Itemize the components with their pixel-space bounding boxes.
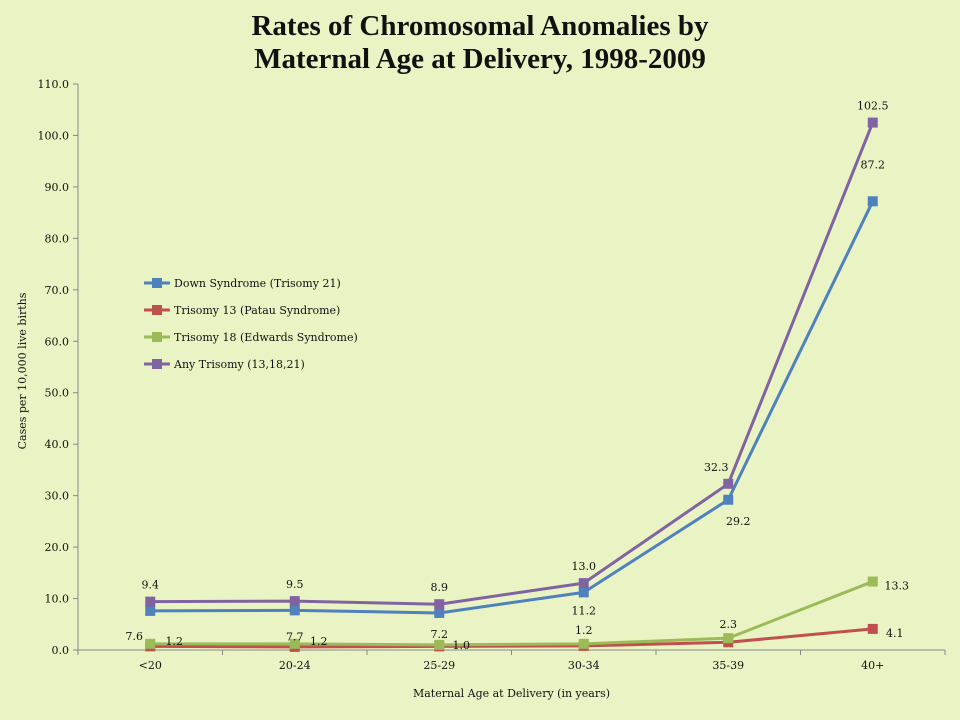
series-1 [145, 623, 878, 652]
y-tick-label: 0.0 [52, 644, 70, 657]
legend-item: Trisomy 13 (Patau Syndrome) [144, 304, 340, 317]
series-line [150, 580, 874, 647]
series-lines [145, 117, 878, 652]
legend-item: Down Syndrome (Trisomy 21) [144, 277, 341, 290]
data-label: 87.2 [861, 158, 886, 171]
data-label: 32.3 [704, 461, 729, 474]
data-point [578, 578, 589, 589]
series-line [150, 200, 875, 615]
data-point [723, 633, 734, 644]
data-point [434, 607, 445, 618]
data-label: 7.7 [286, 630, 304, 643]
y-tick-label: 30.0 [45, 490, 70, 503]
data-label: 9.4 [142, 579, 160, 592]
x-tick-label: 25-29 [423, 659, 455, 672]
data-label: 1.2 [310, 635, 328, 648]
data-label: 8.9 [431, 581, 449, 594]
x-axis-title: Maternal Age at Delivery (in years) [413, 687, 610, 700]
legend-swatch-marker [152, 359, 162, 369]
series-0 [145, 196, 878, 618]
x-tick-label: 20-24 [279, 659, 311, 672]
data-label: 9.5 [286, 578, 304, 591]
series-line [150, 122, 875, 606]
legend-item: Trisomy 18 (Edwards Syndrome) [144, 331, 358, 344]
data-label: 102.5 [857, 100, 889, 113]
data-label: 29.2 [726, 515, 751, 528]
data-label: 4.1 [886, 627, 904, 640]
y-tick-label: 40.0 [45, 438, 70, 451]
axes: 0.0 10.0 20.0 30.0 40.0 50.0 60.0 70.0 80.0 90.0 1… [16, 78, 946, 700]
data-label: 1.2 [575, 624, 593, 637]
data-label: 1.2 [166, 635, 184, 648]
data-point [434, 639, 445, 650]
y-tick-label: 50.0 [45, 387, 70, 400]
data-point [145, 596, 156, 607]
data-point [289, 596, 300, 607]
series-line [150, 627, 873, 649]
y-tick-label: 100.0 [38, 129, 70, 142]
data-point [145, 638, 156, 649]
y-tick-label: 10.0 [45, 593, 70, 606]
data-label: 7.2 [431, 628, 449, 641]
data-label: 1.0 [453, 639, 471, 652]
x-tick-label: <20 [139, 659, 162, 672]
x-tick-label: 35-39 [712, 659, 744, 672]
data-point [867, 576, 878, 587]
data-point [867, 117, 878, 128]
data-point [578, 587, 589, 598]
y-tick-label: 110.0 [38, 78, 70, 91]
series-2 [145, 576, 878, 650]
y-tick-label: 60.0 [45, 335, 70, 348]
data-point [723, 494, 734, 505]
legend-item: Any Trisomy (13,18,21) [144, 358, 305, 371]
x-tick-label: 30-34 [568, 659, 600, 672]
legend-label: Trisomy 13 (Patau Syndrome) [174, 304, 340, 317]
data-point [578, 638, 589, 649]
data-point [867, 623, 878, 634]
data-label: 11.2 [572, 604, 597, 617]
series-3 [145, 117, 878, 610]
legend-label: Down Syndrome (Trisomy 21) [174, 277, 341, 290]
data-point [289, 638, 300, 649]
y-tick-label: 90.0 [45, 181, 70, 194]
y-tick-label: 70.0 [45, 284, 70, 297]
legend-swatch-marker [152, 305, 162, 315]
data-label: 13.3 [885, 580, 910, 593]
y-tick-label: 20.0 [45, 541, 70, 554]
chart-title-line-2: Maternal Age at Delivery, 1998-2009 [254, 43, 706, 75]
legend: Down Syndrome (Trisomy 21) Trisomy 13 (Pa… [144, 277, 358, 371]
legend-label: Trisomy 18 (Edwards Syndrome) [174, 331, 358, 344]
legend-swatch-marker [152, 278, 162, 288]
y-tick-label: 80.0 [45, 232, 70, 245]
legend-swatch-marker [152, 332, 162, 342]
x-tick-label: 40+ [861, 659, 884, 672]
legend-label: Any Trisomy (13,18,21) [173, 358, 305, 371]
data-labels: 7.6 7.7 7.2 11.2 29.2 87.2 4.1 1.2 1.2 1.0 1.2 2.3 1… [126, 100, 910, 652]
data-point [723, 478, 734, 489]
y-axis-title: Cases per 10,000 live births [16, 292, 29, 449]
data-label: 13.0 [572, 560, 597, 573]
data-point [289, 605, 300, 616]
data-point [434, 599, 445, 610]
data-label: 7.6 [126, 630, 144, 643]
chart-title-line-1: Rates of Chromosomal Anomalies by [251, 10, 709, 42]
data-label: 2.3 [720, 618, 738, 631]
chart-title: Rates of Chromosomal Anomalies by Matern… [0, 10, 960, 76]
data-point [867, 196, 878, 207]
data-point [145, 605, 156, 616]
